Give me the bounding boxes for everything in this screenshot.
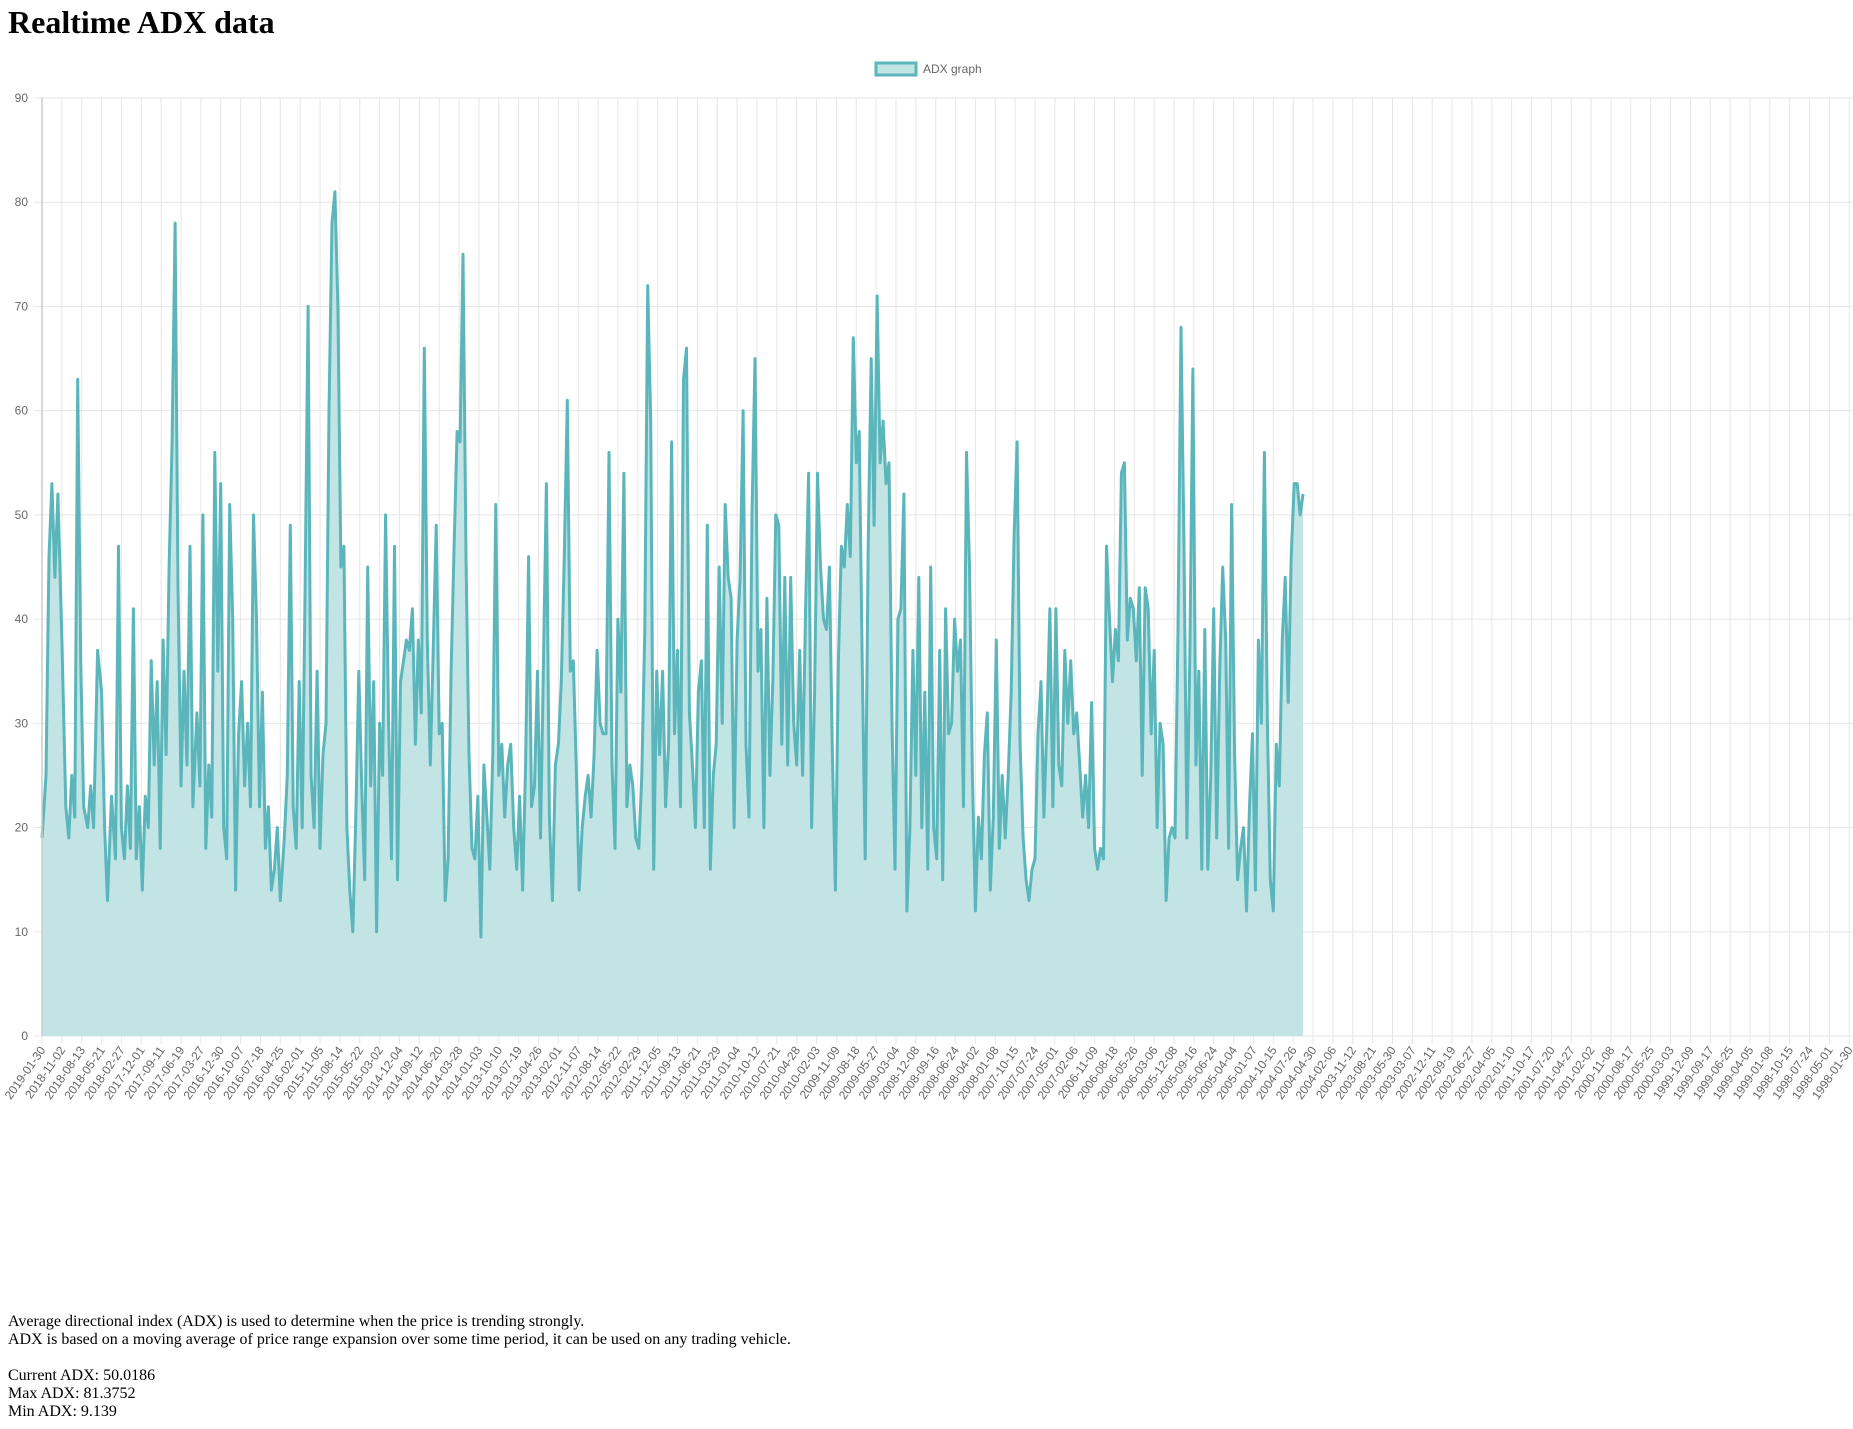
page-title: Realtime ADX data [8, 4, 275, 40]
y-tick-label: 60 [15, 404, 29, 418]
y-tick-label: 90 [15, 91, 29, 105]
legend-swatch[interactable] [874, 61, 918, 77]
description-line-1: Average directional index (ADX) is used … [8, 1313, 585, 1330]
y-tick-label: 40 [15, 612, 29, 626]
y-tick-label: 20 [15, 821, 29, 835]
y-tick-label: 10 [15, 925, 29, 939]
series-line [40, 190, 1305, 939]
y-tick-label: 50 [15, 508, 29, 522]
y-axis: 0 10 20 30 40 50 60 70 80 90 [15, 91, 43, 1043]
current-adx: Current ADX: 50.0186 [8, 1367, 156, 1384]
min-adx: Min ADX: 9.139 [8, 1403, 117, 1420]
y-tick-label: 0 [21, 1029, 28, 1043]
y-tick-label: 30 [15, 716, 29, 730]
description-line-2: ADX is based on a moving average of pric… [8, 1331, 791, 1348]
series-layer [40, 190, 1305, 1037]
y-tick-label: 70 [15, 299, 29, 313]
legend-label[interactable]: ADX graph [923, 62, 982, 76]
y-tick-label: 80 [15, 195, 29, 209]
x-axis: 2019-01-302018-11-022018-08-132018-05-21… [2, 1043, 1853, 1102]
info-panel: Average directional index (ADX) is used … [8, 1313, 791, 1421]
max-adx: Max ADX: 81.3752 [8, 1385, 136, 1402]
legend[interactable]: ADX graph [874, 61, 982, 77]
adx-chart: 0 10 20 30 40 50 60 70 80 90 2019-01-30 2018-11-02… [0, 60, 1853, 1292]
adx-chart-svg: 0 10 20 30 40 50 60 70 80 90 2019-01-302018-11-02… [2, 61, 1853, 1102]
